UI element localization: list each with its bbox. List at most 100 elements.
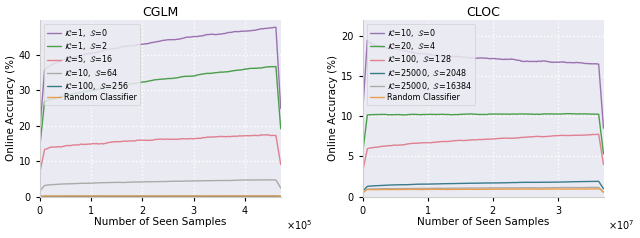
- Line: $\mathcal{K}\!=\!10,\ \mathcal{S}\!=\!0$: $\mathcal{K}\!=\!10,\ \mathcal{S}\!=\!0$: [362, 40, 604, 128]
- $\mathcal{K}\!=\!10,\ \mathcal{S}\!=\!64$: [178, 180, 186, 183]
- Line: $\mathcal{K}\!=\!25000,\ \mathcal{S}\!=\!16384$: $\mathcal{K}\!=\!25000,\ \mathcal{S}\!=\…: [362, 187, 604, 193]
- Line: $\mathcal{K}\!=\!100,\ \mathcal{S}\!=\!128$: $\mathcal{K}\!=\!100,\ \mathcal{S}\!=\!1…: [362, 134, 604, 172]
- Line: $\mathcal{K}\!=\!20,\ \mathcal{S}\!=\!4$: $\mathcal{K}\!=\!20,\ \mathcal{S}\!=\!4$: [362, 114, 604, 154]
- $\mathcal{K}\!=\!25000,\ \mathcal{S}\!=\!16384$: [500, 186, 508, 189]
- $\mathcal{K}\!=\!20,\ \mathcal{S}\!=\!4$: [520, 113, 527, 115]
- $\mathcal{K}\!=\!20,\ \mathcal{S}\!=\!4$: [401, 113, 409, 116]
- $\mathcal{K}\!=\!10,\ \mathcal{S}\!=\!64$: [98, 181, 106, 184]
- $\mathcal{K}\!=\!1,\ \mathcal{S}\!=\!2$: [272, 65, 280, 68]
- $\mathcal{K}\!=\!20,\ \mathcal{S}\!=\!4$: [563, 112, 571, 115]
- $\mathcal{K}\!=\!100,\ \mathcal{S}\!=\!256$: [197, 195, 205, 198]
- $\mathcal{K}\!=\!100,\ \mathcal{S}\!=\!128$: [420, 141, 428, 144]
- X-axis label: Number of Seen Samples: Number of Seen Samples: [94, 217, 227, 227]
- $\mathcal{K}\!=\!25000,\ \mathcal{S}\!=\!16384$: [358, 191, 366, 194]
- Text: $\times10^5$: $\times10^5$: [285, 218, 312, 232]
- $\mathcal{K}\!=\!100,\ \mathcal{S}\!=\!128$: [594, 133, 602, 136]
- $\mathcal{K}\!=\!10,\ \mathcal{S}\!=\!0$: [421, 52, 429, 55]
- $\mathcal{K}\!=\!25000,\ \mathcal{S}\!=\!16384$: [585, 186, 593, 189]
- $\mathcal{K}\!=\!1,\ \mathcal{S}\!=\!2$: [277, 127, 285, 130]
- $\mathcal{K}\!=\!1,\ \mathcal{S}\!=\!0$: [79, 54, 86, 57]
- $\mathcal{K}\!=\!25000,\ \mathcal{S}\!=\!16384$: [540, 186, 548, 189]
- $\mathcal{K}\!=\!20,\ \mathcal{S}\!=\!4$: [358, 153, 366, 156]
- Random Classifier: [218, 194, 225, 197]
- $\mathcal{K}\!=\!25000,\ \mathcal{S}\!=\!2048$: [600, 187, 607, 190]
- $\mathcal{K}\!=\!1,\ \mathcal{S}\!=\!2$: [197, 73, 205, 76]
- Y-axis label: Online Accuracy (%): Online Accuracy (%): [328, 55, 339, 161]
- $\mathcal{K}\!=\!100,\ \mathcal{S}\!=\!256$: [145, 195, 152, 198]
- $\mathcal{K}\!=\!100,\ \mathcal{S}\!=\!128$: [468, 139, 476, 141]
- $\mathcal{K}\!=\!100,\ \mathcal{S}\!=\!256$: [218, 195, 225, 198]
- $\mathcal{K}\!=\!10,\ \mathcal{S}\!=\!64$: [79, 182, 86, 185]
- $\mathcal{K}\!=\!1,\ \mathcal{S}\!=\!0$: [98, 50, 106, 52]
- Random Classifier: [79, 195, 86, 198]
- $\mathcal{K}\!=\!10,\ \mathcal{S}\!=\!64$: [197, 179, 205, 182]
- $\mathcal{K}\!=\!1,\ \mathcal{S}\!=\!0$: [197, 35, 205, 38]
- Random Classifier: [600, 191, 607, 194]
- $\mathcal{K}\!=\!1,\ \mathcal{S}\!=\!0$: [218, 33, 225, 35]
- $\mathcal{K}\!=\!10,\ \mathcal{S}\!=\!64$: [218, 179, 225, 182]
- Random Classifier: [178, 194, 186, 197]
- $\mathcal{K}\!=\!100,\ \mathcal{S}\!=\!128$: [401, 143, 409, 146]
- Line: $\mathcal{K}\!=\!5,\ \mathcal{S}\!=\!16$: $\mathcal{K}\!=\!5,\ \mathcal{S}\!=\!16$: [40, 135, 281, 173]
- $\mathcal{K}\!=\!1,\ \mathcal{S}\!=\!0$: [145, 42, 152, 45]
- $\mathcal{K}\!=\!20,\ \mathcal{S}\!=\!4$: [468, 113, 476, 115]
- $\mathcal{K}\!=\!25000,\ \mathcal{S}\!=\!2048$: [500, 181, 508, 184]
- $\mathcal{K}\!=\!1,\ \mathcal{S}\!=\!0$: [178, 37, 186, 40]
- Random Classifier: [358, 192, 366, 195]
- $\mathcal{K}\!=\!10,\ \mathcal{S}\!=\!0$: [364, 39, 371, 42]
- $\mathcal{K}\!=\!25000,\ \mathcal{S}\!=\!16384$: [468, 187, 476, 189]
- $\mathcal{K}\!=\!20,\ \mathcal{S}\!=\!4$: [600, 153, 607, 155]
- $\mathcal{K}\!=\!10,\ \mathcal{S}\!=\!64$: [268, 178, 276, 181]
- $\mathcal{K}\!=\!5,\ \mathcal{S}\!=\!16$: [277, 163, 285, 166]
- $\mathcal{K}\!=\!10,\ \mathcal{S}\!=\!0$: [358, 113, 366, 116]
- $\mathcal{K}\!=\!10,\ \mathcal{S}\!=\!0$: [520, 60, 528, 63]
- $\mathcal{K}\!=\!20,\ \mathcal{S}\!=\!4$: [540, 113, 548, 115]
- $\mathcal{K}\!=\!10,\ \mathcal{S}\!=\!0$: [501, 58, 509, 61]
- Random Classifier: [591, 188, 598, 190]
- $\mathcal{K}\!=\!25000,\ \mathcal{S}\!=\!16384$: [520, 186, 527, 189]
- Legend: $\mathcal{K}\!=\!10,\ \mathcal{S}\!=\!0$, $\mathcal{K}\!=\!20,\ \mathcal{S}\!=\!: $\mathcal{K}\!=\!10,\ \mathcal{S}\!=\!0$…: [367, 24, 475, 105]
- $\mathcal{K}\!=\!20,\ \mathcal{S}\!=\!4$: [420, 113, 428, 116]
- $\mathcal{K}\!=\!5,\ \mathcal{S}\!=\!16$: [36, 171, 44, 174]
- $\mathcal{K}\!=\!1,\ \mathcal{S}\!=\!2$: [218, 71, 225, 74]
- $\mathcal{K}\!=\!10,\ \mathcal{S}\!=\!0$: [600, 127, 607, 130]
- $\mathcal{K}\!=\!20,\ \mathcal{S}\!=\!4$: [500, 113, 508, 115]
- $\mathcal{K}\!=\!25000,\ \mathcal{S}\!=\!16384$: [420, 187, 428, 190]
- $\mathcal{K}\!=\!100,\ \mathcal{S}\!=\!128$: [520, 136, 527, 139]
- Title: CGLM: CGLM: [142, 5, 179, 19]
- $\mathcal{K}\!=\!1,\ \mathcal{S}\!=\!0$: [36, 130, 44, 133]
- $\mathcal{K}\!=\!5,\ \mathcal{S}\!=\!16$: [197, 137, 205, 140]
- Text: $\times10^7$: $\times10^7$: [609, 218, 635, 232]
- Random Classifier: [401, 188, 409, 191]
- Random Classifier: [500, 188, 508, 191]
- $\mathcal{K}\!=\!5,\ \mathcal{S}\!=\!16$: [264, 133, 271, 136]
- Random Classifier: [197, 194, 205, 197]
- Y-axis label: Online Accuracy (%): Online Accuracy (%): [6, 55, 15, 161]
- $\mathcal{K}\!=\!1,\ \mathcal{S}\!=\!2$: [98, 87, 106, 90]
- $\mathcal{K}\!=\!1,\ \mathcal{S}\!=\!2$: [79, 91, 86, 94]
- Legend: $\mathcal{K}\!=\!1,\ \mathcal{S}\!=\!0$, $\mathcal{K}\!=\!1,\ \mathcal{S}\!=\!2$: $\mathcal{K}\!=\!1,\ \mathcal{S}\!=\!0$,…: [44, 24, 140, 105]
- $\mathcal{K}\!=\!100,\ \mathcal{S}\!=\!128$: [540, 135, 548, 138]
- $\mathcal{K}\!=\!100,\ \mathcal{S}\!=\!256$: [271, 195, 278, 198]
- $\mathcal{K}\!=\!1,\ \mathcal{S}\!=\!2$: [145, 80, 152, 83]
- $\mathcal{K}\!=\!5,\ \mathcal{S}\!=\!16$: [98, 142, 106, 145]
- $\mathcal{K}\!=\!5,\ \mathcal{S}\!=\!16$: [79, 143, 86, 146]
- $\mathcal{K}\!=\!10,\ \mathcal{S}\!=\!0$: [402, 50, 410, 52]
- $\mathcal{K}\!=\!25000,\ \mathcal{S}\!=\!16384$: [600, 190, 607, 193]
- $\mathcal{K}\!=\!1,\ \mathcal{S}\!=\!0$: [271, 26, 278, 29]
- Line: $\mathcal{K}\!=\!100,\ \mathcal{S}\!=\!256$: $\mathcal{K}\!=\!100,\ \mathcal{S}\!=\!2…: [40, 196, 281, 197]
- $\mathcal{K}\!=\!10,\ \mathcal{S}\!=\!0$: [541, 60, 548, 63]
- $\mathcal{K}\!=\!25000,\ \mathcal{S}\!=\!16384$: [401, 187, 409, 190]
- Line: $\mathcal{K}\!=\!1,\ \mathcal{S}\!=\!2$: $\mathcal{K}\!=\!1,\ \mathcal{S}\!=\!2$: [40, 66, 281, 148]
- $\mathcal{K}\!=\!100,\ \mathcal{S}\!=\!128$: [600, 163, 607, 166]
- $\mathcal{K}\!=\!25000,\ \mathcal{S}\!=\!2048$: [520, 181, 527, 184]
- $\mathcal{K}\!=\!100,\ \mathcal{S}\!=\!256$: [178, 195, 186, 198]
- Line: $\mathcal{K}\!=\!25000,\ \mathcal{S}\!=\!2048$: $\mathcal{K}\!=\!25000,\ \mathcal{S}\!=\…: [362, 181, 604, 191]
- $\mathcal{K}\!=\!100,\ \mathcal{S}\!=\!256$: [79, 195, 86, 198]
- Line: $\mathcal{K}\!=\!1,\ \mathcal{S}\!=\!0$: $\mathcal{K}\!=\!1,\ \mathcal{S}\!=\!0$: [40, 27, 281, 132]
- $\mathcal{K}\!=\!10,\ \mathcal{S}\!=\!64$: [36, 190, 44, 193]
- $\mathcal{K}\!=\!100,\ \mathcal{S}\!=\!256$: [36, 195, 44, 198]
- $\mathcal{K}\!=\!10,\ \mathcal{S}\!=\!64$: [145, 180, 152, 183]
- $\mathcal{K}\!=\!25000,\ \mathcal{S}\!=\!2048$: [420, 183, 428, 186]
- Random Classifier: [520, 188, 527, 190]
